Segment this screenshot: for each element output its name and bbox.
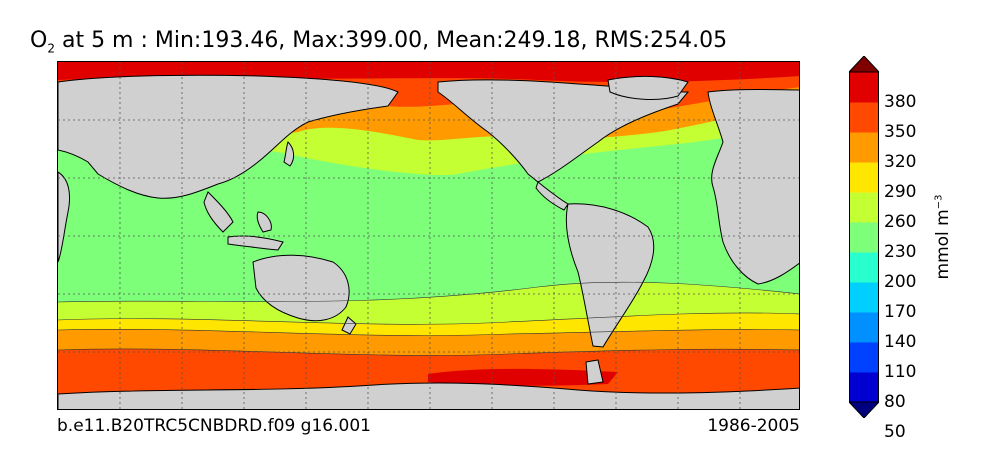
colorbar-tick-label: 230 [884,241,917,262]
colorbar-segment [849,282,879,313]
colorbar-segment [849,102,879,133]
colorbar-ticks: 380 350 320 290 260 230 200 170 140 110 80 50 [884,0,934,466]
colorbar-tick-label: 50 [884,421,906,442]
colorbar-tick-label: 290 [884,181,917,202]
map-panel [57,61,800,410]
title-species: O [30,28,48,53]
graticule [58,62,799,409]
colorbar-tick-label: 80 [884,391,906,412]
colorbar-segment [849,342,879,373]
map-title: O2 at 5 m : Min:193.46, Max:399.00, Mean… [30,28,727,55]
colorbar-tick-label: 260 [884,211,917,232]
colorbar-extend-high [849,56,879,73]
colorbar-tick-label: 320 [884,151,917,172]
colorbar-segment [849,192,879,223]
period-label: 1986-2005 [707,416,800,436]
colorbar-segment [849,72,879,103]
colorbar-tick-label: 140 [884,331,917,352]
world-map [58,62,799,409]
colorbar-segment [849,252,879,283]
title-subscript: 2 [47,41,55,56]
colorbar-tick-label: 110 [884,361,917,382]
colorbar-segment [849,372,879,403]
colorbar-segment [849,312,879,343]
colorbar-segment [849,162,879,193]
title-stats: at 5 m : Min:193.46, Max:399.00, Mean:24… [54,28,728,53]
colorbar-tick-label: 380 [884,91,917,112]
colorbar-tick-label: 200 [884,271,917,292]
colorbar [849,56,879,418]
colorbar-segment [849,222,879,253]
contours [58,281,799,356]
colorbar-tick-label: 170 [884,301,917,322]
case-name-label: b.e11.B20TRC5CNBDRD.f09 g16.001 [57,416,371,436]
unit-exponent: −3 [933,194,945,210]
colorbar-extend-low [849,401,879,418]
band-350-south [428,368,618,386]
colorbar-outline [849,71,879,403]
land [58,74,799,409]
colorbar-tick-label: 350 [884,121,917,142]
colorbar-unit-label: mmol m−3 [933,195,953,280]
colorbar-segment [849,132,879,163]
unit-base: mmol m [933,209,953,280]
